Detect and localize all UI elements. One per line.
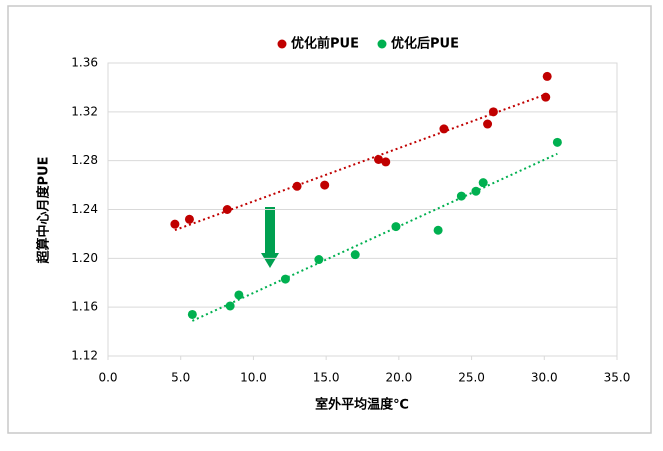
y-tick-label: 1.36 — [71, 56, 98, 70]
x-tick-label: 5.0 — [171, 371, 190, 385]
point — [381, 157, 391, 167]
x-tick-label: 25.0 — [458, 371, 485, 385]
point — [170, 219, 180, 229]
point — [542, 71, 552, 81]
x-tick-label: 30.0 — [531, 371, 558, 385]
point — [292, 181, 302, 191]
y-tick-label: 1.16 — [71, 300, 98, 314]
point — [350, 250, 360, 260]
point — [187, 309, 197, 319]
point — [320, 180, 330, 190]
point — [478, 178, 488, 188]
legend-marker — [377, 39, 387, 49]
point — [552, 137, 562, 147]
legend-label: 优化前PUE — [291, 36, 359, 52]
chart-frame — [7, 5, 652, 434]
y-tick-label: 1.12 — [71, 349, 98, 363]
x-tick-label: 20.0 — [385, 371, 412, 385]
x-tick-label: 35.0 — [604, 371, 631, 385]
trend-line — [174, 92, 548, 232]
point — [439, 124, 449, 134]
point — [280, 274, 290, 284]
legend-label: 优化后PUE — [391, 36, 459, 52]
point — [225, 301, 235, 311]
x-tick-label: 15.0 — [313, 371, 340, 385]
y-axis-title: 超算中心月度PUE — [36, 157, 52, 264]
y-tick-label: 1.24 — [71, 202, 98, 216]
x-tick-label: 0.0 — [98, 371, 117, 385]
point — [483, 119, 493, 129]
legend-marker — [277, 39, 287, 49]
arrow — [261, 207, 279, 268]
point — [391, 222, 401, 232]
point — [184, 214, 194, 224]
point — [314, 255, 324, 265]
point — [373, 154, 383, 164]
y-tick-label: 1.28 — [71, 153, 98, 167]
point — [471, 186, 481, 196]
point — [456, 191, 466, 201]
point — [433, 225, 443, 235]
x-axis-title: 室外平均温度℃ — [315, 397, 409, 413]
y-tick-label: 1.32 — [71, 104, 98, 118]
x-tick-label: 10.0 — [240, 371, 267, 385]
point — [488, 107, 498, 117]
y-tick-label: 1.20 — [71, 251, 98, 265]
point — [541, 92, 551, 102]
point — [234, 290, 244, 300]
trend-line — [191, 152, 558, 322]
point — [222, 205, 232, 214]
